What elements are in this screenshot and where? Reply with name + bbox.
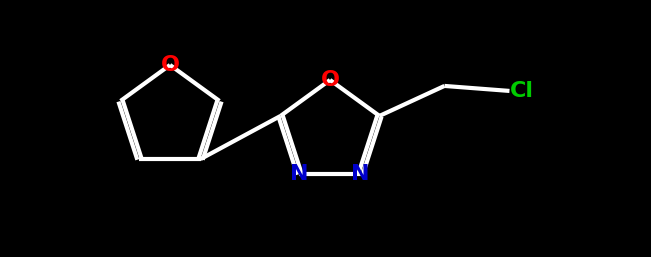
Text: Cl: Cl [510, 81, 533, 101]
Text: O: O [161, 55, 180, 75]
Text: O: O [320, 70, 340, 90]
Text: N: N [352, 164, 370, 184]
Text: N: N [290, 164, 309, 184]
